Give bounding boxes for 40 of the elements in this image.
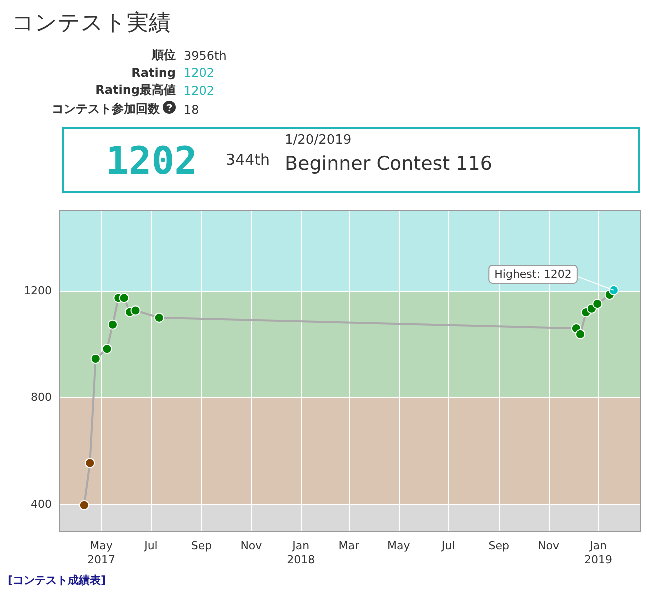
text: 1202 bbox=[106, 139, 198, 183]
x-tick-label: Sep bbox=[488, 540, 510, 552]
x-tick-label: Jan 2018 bbox=[287, 540, 316, 566]
x-tick-label: Jan 2019 bbox=[584, 540, 612, 566]
text: コンテスト参加回数 bbox=[51, 101, 161, 118]
point bbox=[154, 312, 164, 323]
text: Rating bbox=[130, 65, 177, 81]
chart-title: コンテスト実績 bbox=[12, 10, 172, 38]
point bbox=[108, 320, 118, 330]
x-tick-label: Nov bbox=[538, 540, 560, 552]
x-tick-label: May 2017 bbox=[88, 540, 116, 566]
text: 1/20/2019 bbox=[285, 133, 352, 148]
point bbox=[608, 285, 619, 296]
point bbox=[102, 344, 112, 354]
y-tick-label: 800 bbox=[31, 391, 52, 404]
text: 順位 bbox=[150, 47, 177, 64]
x-tick-label: Mar bbox=[338, 540, 360, 552]
point bbox=[130, 306, 141, 316]
text: 3956th bbox=[184, 48, 227, 64]
x-tick-label: May bbox=[388, 540, 411, 552]
x-tick-label: Nov bbox=[240, 540, 263, 552]
point bbox=[592, 299, 603, 310]
annotation: Highest: 1202 bbox=[494, 268, 572, 281]
text: 344th bbox=[226, 151, 270, 169]
text: 1202 bbox=[184, 65, 216, 81]
y-tick-label: 400 bbox=[31, 498, 52, 511]
y-tick-label: 1200 bbox=[24, 284, 52, 298]
text: 1202 bbox=[184, 82, 216, 100]
point bbox=[90, 354, 101, 364]
x-tick-label: Jul bbox=[144, 540, 158, 552]
text: [コンテスト成績表] bbox=[8, 573, 108, 588]
point bbox=[119, 293, 130, 304]
x-tick-label: Sep bbox=[191, 540, 212, 552]
point bbox=[79, 500, 90, 510]
text: Rating最高値 bbox=[94, 82, 177, 99]
point bbox=[576, 329, 586, 340]
text: 18 bbox=[184, 102, 200, 118]
point bbox=[85, 458, 96, 468]
text: Beginner Contest 116 bbox=[285, 153, 492, 175]
x-tick-label: Jul bbox=[440, 540, 456, 552]
